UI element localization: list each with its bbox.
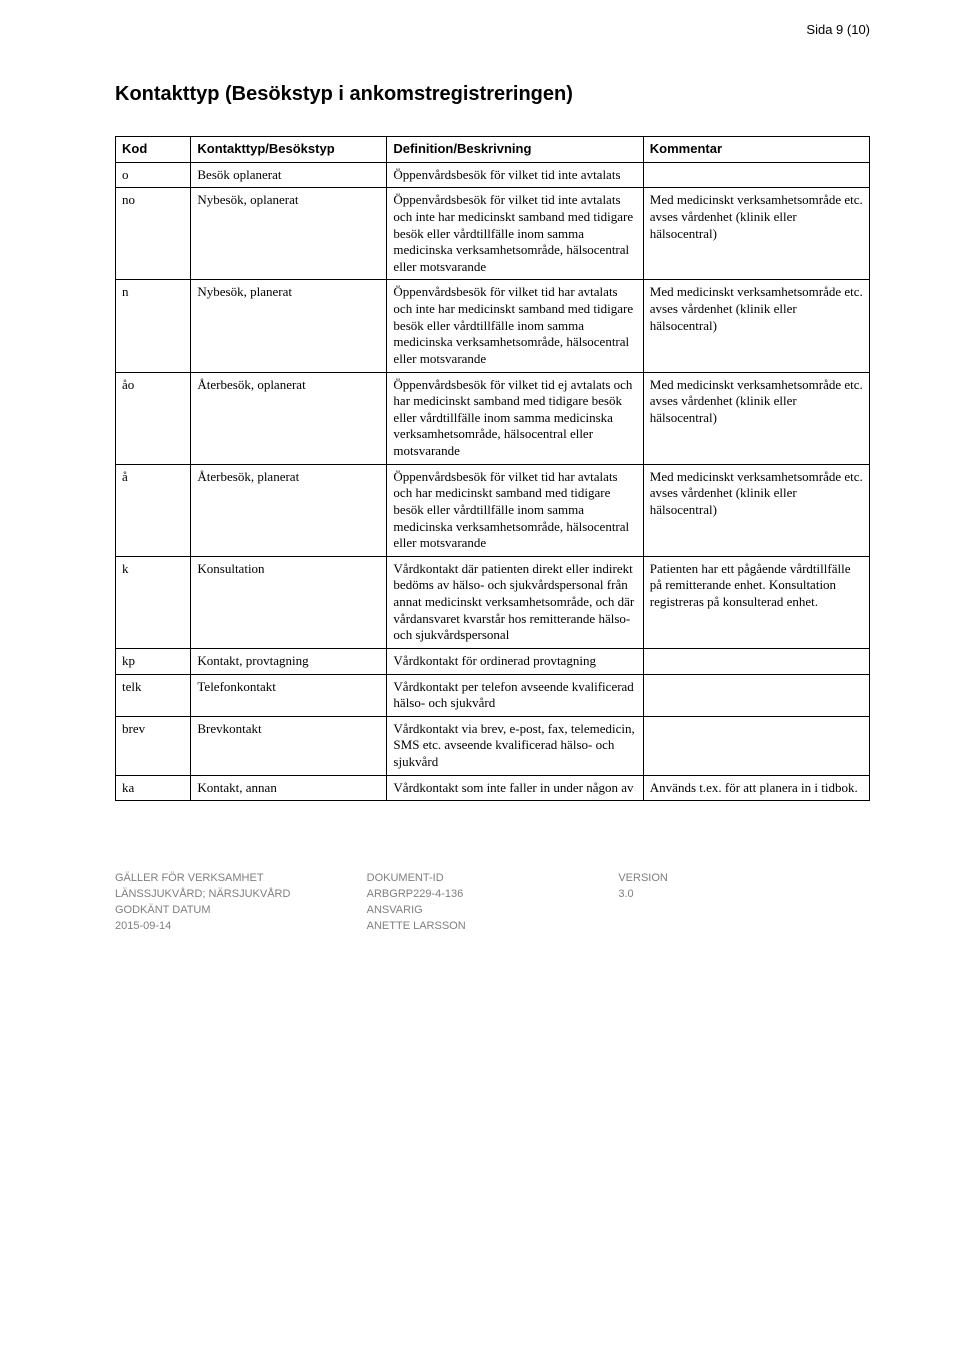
footer-label: DOKUMENT-ID xyxy=(367,871,619,887)
cell-typ: Nybesök, oplanerat xyxy=(191,188,387,280)
table-row: no Nybesök, oplanerat Öppenvårdsbesök fö… xyxy=(116,188,870,280)
table-row: å Återbesök, planerat Öppenvårdsbesök fö… xyxy=(116,464,870,556)
cell-kom: Patienten har ett pågående vårdtillfälle… xyxy=(643,556,869,648)
table-row: ka Kontakt, annan Vårdkontakt som inte f… xyxy=(116,775,870,801)
footer-value: LÄNSSJUKVÅRD; NÄRSJUKVÅRD xyxy=(115,887,367,903)
cell-def: Vårdkontakt per telefon avseende kvalifi… xyxy=(387,674,643,716)
cell-kod: k xyxy=(116,556,191,648)
footer-value: ANETTE LARSSON xyxy=(367,919,619,935)
th-kod: Kod xyxy=(116,137,191,163)
cell-typ: Telefonkontakt xyxy=(191,674,387,716)
cell-kod: å xyxy=(116,464,191,556)
table-row: kp Kontakt, provtagning Vårdkontakt för … xyxy=(116,648,870,674)
cell-typ: Återbesök, planerat xyxy=(191,464,387,556)
cell-def: Öppenvårdsbesök för vilket tid ej avtala… xyxy=(387,372,643,464)
cell-def: Öppenvårdsbesök för vilket tid har avtal… xyxy=(387,464,643,556)
th-def: Definition/Beskrivning xyxy=(387,137,643,163)
table-row: k Konsultation Vårdkontakt där patienten… xyxy=(116,556,870,648)
cell-kom xyxy=(643,716,869,775)
table-row: brev Brevkontakt Vårdkontakt via brev, e… xyxy=(116,716,870,775)
footer-label: VERSION xyxy=(618,871,870,887)
cell-typ: Nybesök, planerat xyxy=(191,280,387,372)
footer: GÄLLER FÖR VERKSAMHET LÄNSSJUKVÅRD; NÄRS… xyxy=(115,871,870,935)
page: Sida 9 (10) Kontakttyp (Besökstyp i anko… xyxy=(0,0,960,975)
cell-kod: åo xyxy=(116,372,191,464)
table-row: åo Återbesök, oplanerat Öppenvårdsbesök … xyxy=(116,372,870,464)
cell-kom: Med medicinskt verksamhetsområde etc. av… xyxy=(643,188,869,280)
footer-col: DOKUMENT-ID ARBGRP229-4-136 ANSVARIG ANE… xyxy=(367,871,619,935)
th-typ: Kontakttyp/Besökstyp xyxy=(191,137,387,163)
page-number: Sida 9 (10) xyxy=(806,22,870,37)
footer-value: 3.0 xyxy=(618,887,870,903)
cell-typ: Konsultation xyxy=(191,556,387,648)
footer-col: GÄLLER FÖR VERKSAMHET LÄNSSJUKVÅRD; NÄRS… xyxy=(115,871,367,935)
table-row: n Nybesök, planerat Öppenvårdsbesök för … xyxy=(116,280,870,372)
cell-kod: n xyxy=(116,280,191,372)
cell-kom xyxy=(643,162,869,188)
cell-kod: kp xyxy=(116,648,191,674)
cell-typ: Återbesök, oplanerat xyxy=(191,372,387,464)
cell-def: Vårdkontakt där patienten direkt eller i… xyxy=(387,556,643,648)
footer-label: GODKÄNT DATUM xyxy=(115,903,367,919)
cell-typ: Kontakt, annan xyxy=(191,775,387,801)
cell-typ: Kontakt, provtagning xyxy=(191,648,387,674)
table-row: telk Telefonkontakt Vårdkontakt per tele… xyxy=(116,674,870,716)
section-title: Kontakttyp (Besökstyp i ankomstregistrer… xyxy=(115,83,870,106)
cell-kom xyxy=(643,648,869,674)
cell-kom xyxy=(643,674,869,716)
cell-kom: Med medicinskt verksamhetsområde etc. av… xyxy=(643,280,869,372)
cell-kom: Med medicinskt verksamhetsområde etc. av… xyxy=(643,464,869,556)
cell-kod: o xyxy=(116,162,191,188)
footer-col: VERSION 3.0 xyxy=(618,871,870,935)
cell-typ: Besök oplanerat xyxy=(191,162,387,188)
cell-kom: Används t.ex. för att planera in i tidbo… xyxy=(643,775,869,801)
footer-label: GÄLLER FÖR VERKSAMHET xyxy=(115,871,367,887)
cell-def: Öppenvårdsbesök för vilket tid inte avta… xyxy=(387,162,643,188)
cell-def: Vårdkontakt som inte faller in under någ… xyxy=(387,775,643,801)
cell-kod: telk xyxy=(116,674,191,716)
cell-kod: brev xyxy=(116,716,191,775)
cell-def: Vårdkontakt för ordinerad provtagning xyxy=(387,648,643,674)
cell-typ: Brevkontakt xyxy=(191,716,387,775)
cell-kod: no xyxy=(116,188,191,280)
kontakttyp-table: Kod Kontakttyp/Besökstyp Definition/Besk… xyxy=(115,136,870,801)
footer-value: 2015-09-14 xyxy=(115,919,367,935)
cell-kom: Med medicinskt verksamhetsområde etc. av… xyxy=(643,372,869,464)
cell-def: Öppenvårdsbesök för vilket tid inte avta… xyxy=(387,188,643,280)
cell-kod: ka xyxy=(116,775,191,801)
table-row: o Besök oplanerat Öppenvårdsbesök för vi… xyxy=(116,162,870,188)
th-kom: Kommentar xyxy=(643,137,869,163)
cell-def: Öppenvårdsbesök för vilket tid har avtal… xyxy=(387,280,643,372)
footer-label: ANSVARIG xyxy=(367,903,619,919)
cell-def: Vårdkontakt via brev, e-post, fax, telem… xyxy=(387,716,643,775)
footer-value: ARBGRP229-4-136 xyxy=(367,887,619,903)
table-header-row: Kod Kontakttyp/Besökstyp Definition/Besk… xyxy=(116,137,870,163)
